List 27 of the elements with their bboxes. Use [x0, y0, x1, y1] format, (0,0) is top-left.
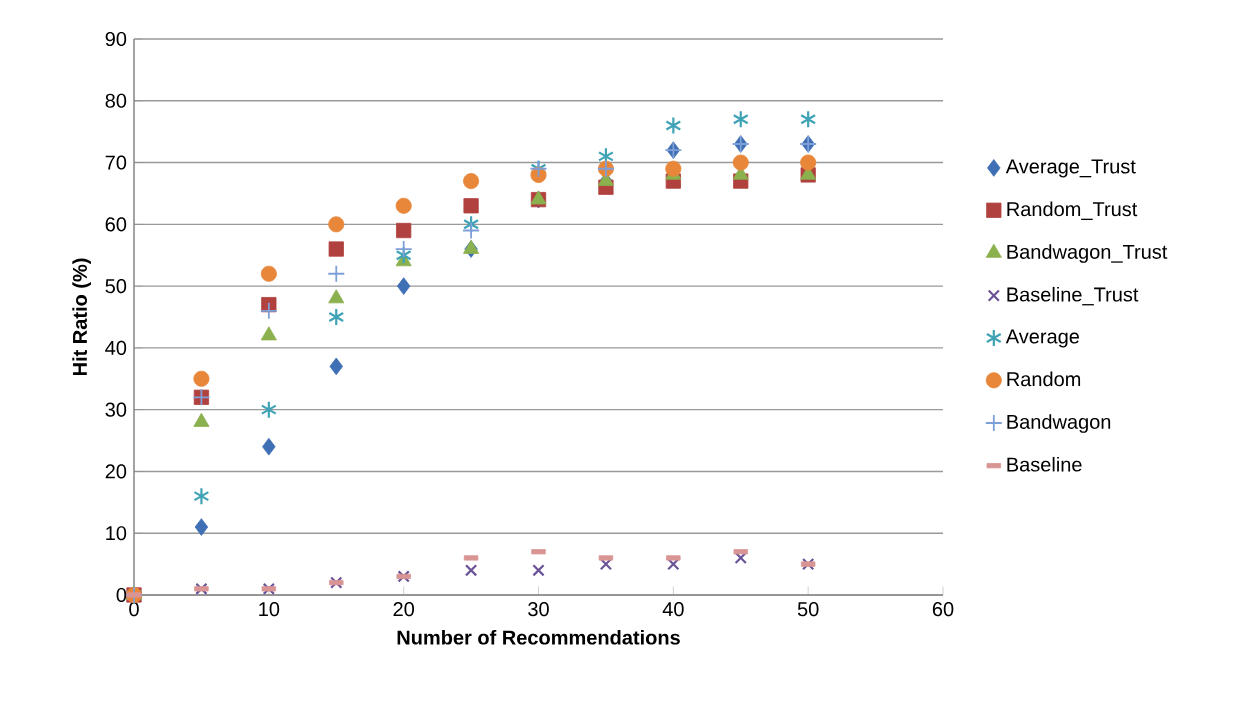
y-tick-label: 10: [106, 526, 127, 541]
legend-label: Bandwagon: [1007, 414, 1111, 433]
legend-label: Random_Trust: [1007, 201, 1138, 220]
x-tick-label: 0: [129, 602, 139, 617]
x-axis-title: Number of Recommendations: [397, 629, 680, 645]
x-tick-label: 10: [259, 602, 280, 617]
y-tick-label: 90: [105, 31, 127, 47]
y-tick-label: 60: [105, 217, 127, 232]
y-tick-label: 0: [116, 587, 127, 603]
x-tick-label: 50: [797, 602, 819, 617]
x-tick-label: 30: [528, 602, 549, 617]
y-tick-label: 40: [105, 340, 127, 355]
y-axis-title: Hit Ratio (%): [72, 258, 91, 376]
legend-label: Baseline_Trust: [1007, 286, 1139, 306]
legend-label: Average_Trust: [1005, 159, 1136, 178]
legend-label: Baseline: [1007, 456, 1082, 472]
legend-label: Random: [1007, 371, 1081, 387]
y-tick-label: 30: [105, 402, 127, 417]
x-tick-label: 60: [932, 602, 954, 617]
y-tick-label: 50: [105, 279, 127, 294]
legend-label: Average: [1005, 329, 1080, 348]
y-tick-label: 70: [105, 155, 127, 170]
x-tick-label: 40: [662, 602, 684, 617]
y-tick-label: 20: [105, 464, 127, 479]
legend-label: Bandwagon_Trust: [1007, 244, 1168, 263]
y-tick-label: 80: [105, 93, 127, 108]
x-tick-label: 20: [393, 602, 415, 617]
